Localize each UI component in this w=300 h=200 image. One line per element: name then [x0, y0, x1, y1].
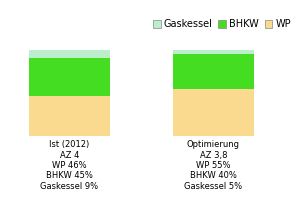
Bar: [173, 50, 254, 54]
Bar: [173, 89, 254, 136]
Bar: [29, 50, 110, 58]
Bar: [173, 54, 254, 89]
Bar: [29, 58, 110, 96]
Bar: [29, 96, 110, 136]
Legend: Gaskessel, BHKW, WP: Gaskessel, BHKW, WP: [149, 15, 295, 33]
